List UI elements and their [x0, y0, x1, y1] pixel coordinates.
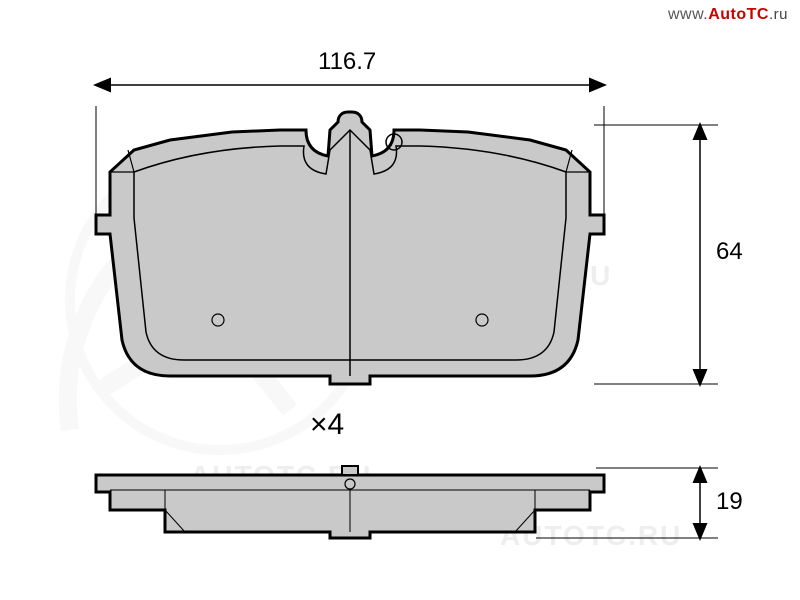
qty-symbol: ×	[310, 408, 328, 441]
dim-thickness-label: 19	[716, 488, 743, 516]
quantity-label: ×4	[310, 408, 344, 442]
technical-drawing	[0, 0, 800, 600]
dimension-height	[594, 125, 718, 384]
brake-pad-top-view	[96, 112, 604, 384]
qty-value: 4	[328, 408, 345, 441]
dim-height-label: 64	[716, 238, 743, 266]
dim-width-label: 116.7	[318, 48, 376, 76]
brake-pad-side-view	[96, 466, 604, 538]
